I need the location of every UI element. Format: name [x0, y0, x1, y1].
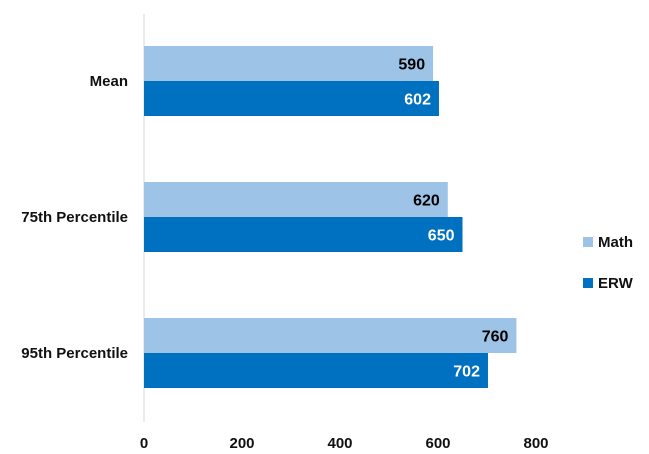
data-label-75th-percentile-math: 620 — [413, 193, 440, 210]
category-label-75th-percentile: 75th Percentile — [21, 209, 128, 226]
x-tick-label-800: 800 — [523, 435, 548, 452]
bar-mean-erw — [144, 81, 439, 116]
category-label-mean: Mean — [90, 73, 128, 90]
legend: Math ERW — [583, 234, 634, 292]
bar-95th-percentile-math — [144, 318, 517, 353]
category-labels-group: Mean 75th Percentile 95th Percentile — [21, 73, 128, 362]
x-tick-label-200: 200 — [229, 435, 254, 452]
category-label-95th-percentile: 95th Percentile — [21, 345, 128, 362]
bar-95th-percentile-erw — [144, 353, 488, 388]
data-label-95th-percentile-math: 760 — [482, 329, 509, 346]
bar-75th-percentile-erw — [144, 217, 463, 252]
data-label-mean-math: 590 — [398, 57, 425, 74]
bars-group — [144, 46, 517, 388]
x-tick-label-600: 600 — [425, 435, 450, 452]
data-label-mean-erw: 602 — [404, 92, 431, 109]
bar-mean-math — [144, 46, 434, 81]
data-labels-group: 590 602 620 650 760 702 — [398, 57, 508, 381]
legend-label-math: Math — [598, 234, 633, 251]
bar-75th-percentile-math — [144, 182, 448, 217]
legend-swatch-math — [583, 237, 593, 247]
legend-label-erw: ERW — [598, 275, 634, 292]
x-tick-label-0: 0 — [140, 435, 148, 452]
data-label-95th-percentile-erw: 702 — [453, 364, 480, 381]
data-label-75th-percentile-erw: 650 — [428, 228, 455, 245]
x-tick-labels-group: 0 200 400 600 800 — [140, 435, 549, 452]
x-tick-label-400: 400 — [327, 435, 352, 452]
legend-swatch-erw — [583, 278, 593, 288]
